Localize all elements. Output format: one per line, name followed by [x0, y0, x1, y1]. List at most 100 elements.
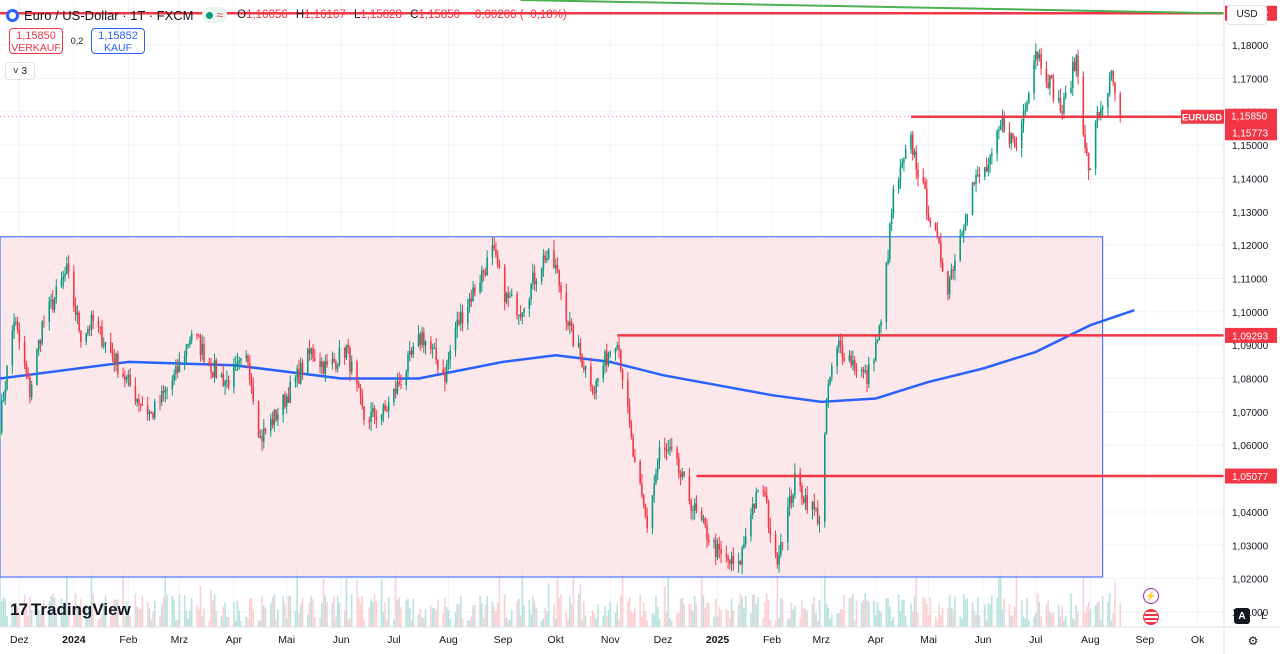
volume-bar	[1096, 602, 1099, 627]
candle	[138, 393, 140, 413]
volume-bar	[751, 594, 754, 627]
volume-bar	[741, 596, 743, 627]
volume-bar	[363, 619, 365, 627]
symbol-title[interactable]: Euro / US-Dollar · 1T · FXCM	[24, 7, 194, 23]
buy-button[interactable]: 1,15852 KAUF	[91, 28, 145, 54]
volume-bar	[226, 616, 228, 627]
candle	[299, 357, 302, 385]
candle-body	[509, 296, 511, 298]
us-flag-icon[interactable]	[1143, 609, 1159, 625]
candle	[284, 391, 286, 409]
candle-body	[48, 301, 51, 323]
candle-body	[787, 507, 789, 543]
candle-body	[644, 505, 647, 516]
currency-selector[interactable]: USD	[1227, 5, 1267, 25]
candle-body	[683, 471, 685, 476]
candle	[839, 333, 842, 354]
candle-body	[363, 406, 365, 421]
candle-body	[80, 330, 82, 343]
candle-body	[224, 381, 226, 386]
candle-body	[127, 374, 130, 377]
volume-bar	[621, 564, 624, 627]
candle-body	[924, 181, 926, 189]
candle	[1089, 168, 1092, 171]
volume-bar	[382, 612, 385, 627]
volume-bar	[298, 613, 300, 627]
volume-bar	[245, 616, 247, 627]
tradingview-logo[interactable]: 17 TradingView	[10, 600, 131, 620]
candle	[153, 398, 156, 421]
candle-body	[655, 472, 657, 484]
candle-body	[419, 334, 422, 345]
candle-body	[113, 357, 116, 365]
price-tick-label: 1,12000	[1232, 241, 1269, 252]
lightning-icon[interactable]: ⚡	[1143, 588, 1159, 604]
auto-scale-button[interactable]: A	[1234, 608, 1250, 624]
price-tick-label: 1,10000	[1232, 308, 1269, 319]
candle	[730, 551, 733, 572]
candle-body	[656, 461, 659, 473]
volume-bar	[570, 604, 573, 627]
trade-panel: 1,15850 VERKAUF 0,2 1,15852 KAUF	[9, 28, 145, 54]
candle	[1013, 135, 1016, 149]
candle	[296, 364, 298, 388]
volume-bar	[926, 603, 928, 627]
candle-body	[18, 329, 21, 343]
volume-bar	[938, 603, 940, 627]
candle	[417, 325, 420, 348]
volume-bar	[679, 598, 682, 627]
log-scale-button[interactable]: L	[1261, 610, 1267, 622]
candle-body	[141, 404, 144, 406]
candle	[111, 342, 114, 363]
candle	[236, 352, 239, 372]
candle-body	[162, 390, 165, 393]
candle-body	[922, 177, 925, 182]
candle-body	[718, 543, 721, 550]
candle-body	[1038, 54, 1041, 59]
candle	[790, 489, 793, 509]
time-axis: Dez 2024 Feb Mrz Apr Mai Jun Jul Aug Sep Okt Nov Dez…	[0, 626, 1280, 646]
candle	[55, 278, 58, 304]
candle	[762, 485, 765, 497]
candle	[917, 162, 919, 187]
volume-bar	[716, 616, 719, 627]
indicator-toggle-button[interactable]: ˅ 3	[5, 62, 35, 80]
candle-body	[394, 388, 397, 394]
candle	[614, 347, 617, 361]
candle	[532, 263, 534, 290]
gear-icon[interactable]: ⚙	[1247, 634, 1259, 648]
candle	[787, 497, 789, 551]
volume-bar	[215, 610, 218, 627]
candle	[445, 359, 448, 385]
candle-body	[370, 411, 372, 422]
market-status[interactable]: ≈	[201, 7, 228, 23]
volume-bar	[700, 571, 703, 627]
volume-bar	[860, 602, 863, 627]
candle-body	[1010, 133, 1012, 144]
candle-body	[347, 344, 349, 348]
candle-body	[210, 364, 212, 373]
candle-body	[693, 503, 696, 510]
sell-button[interactable]: 1,15850 VERKAUF	[9, 28, 63, 54]
candle-body	[259, 436, 262, 438]
volume-bar	[213, 594, 216, 627]
candle-body	[53, 298, 56, 310]
candle	[841, 336, 844, 366]
candle	[940, 232, 942, 268]
volume-bar	[790, 602, 793, 627]
price-tick-label: 1,15000	[1232, 141, 1269, 152]
candle-body	[971, 182, 974, 215]
range-box-rect	[0, 236, 1104, 578]
candle	[50, 293, 52, 309]
level-price-label: 1,05077	[1225, 468, 1277, 484]
candle	[971, 182, 974, 216]
candle	[185, 344, 188, 364]
candle	[910, 131, 912, 154]
candle-body	[780, 542, 782, 555]
candle	[1052, 73, 1055, 103]
volume-bar	[173, 599, 175, 627]
time-tick-label: Feb	[763, 634, 781, 646]
volume-bar	[314, 617, 316, 627]
candle	[1003, 111, 1005, 133]
